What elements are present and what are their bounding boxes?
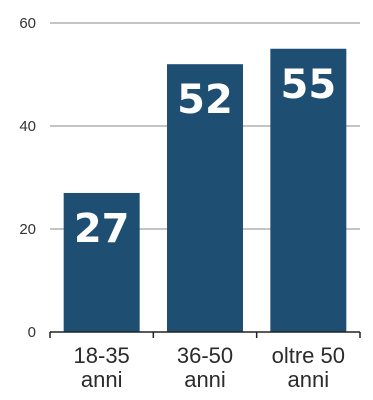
value-labels: 27 52 55 [74, 62, 336, 252]
category-label-2-line-1: anni [288, 367, 330, 392]
bar-0 [63, 192, 140, 332]
bar-1 [167, 64, 243, 332]
category-label-2-line-0: oltre 50 [272, 343, 345, 368]
y-tick-label-20: 20 [19, 221, 36, 238]
bars [63, 48, 347, 332]
value-label-2: 55 [280, 62, 336, 108]
value-label-0: 27 [74, 206, 130, 252]
category-label-1-line-0: 36-50 [177, 343, 233, 368]
y-tick-label-60: 60 [19, 15, 36, 32]
x-axis [49, 331, 361, 338]
y-tick-label-0: 0 [28, 324, 36, 341]
y-axis-tick-labels: 0 20 40 60 [19, 15, 36, 341]
category-label-0-line-0: 18-35 [74, 343, 130, 368]
y-tick-label-40: 40 [19, 118, 36, 135]
category-label-0-line-1: anni [81, 367, 123, 392]
category-label-1-line-1: anni [184, 367, 226, 392]
bar-2 [270, 48, 347, 332]
value-label-1: 52 [177, 77, 233, 123]
